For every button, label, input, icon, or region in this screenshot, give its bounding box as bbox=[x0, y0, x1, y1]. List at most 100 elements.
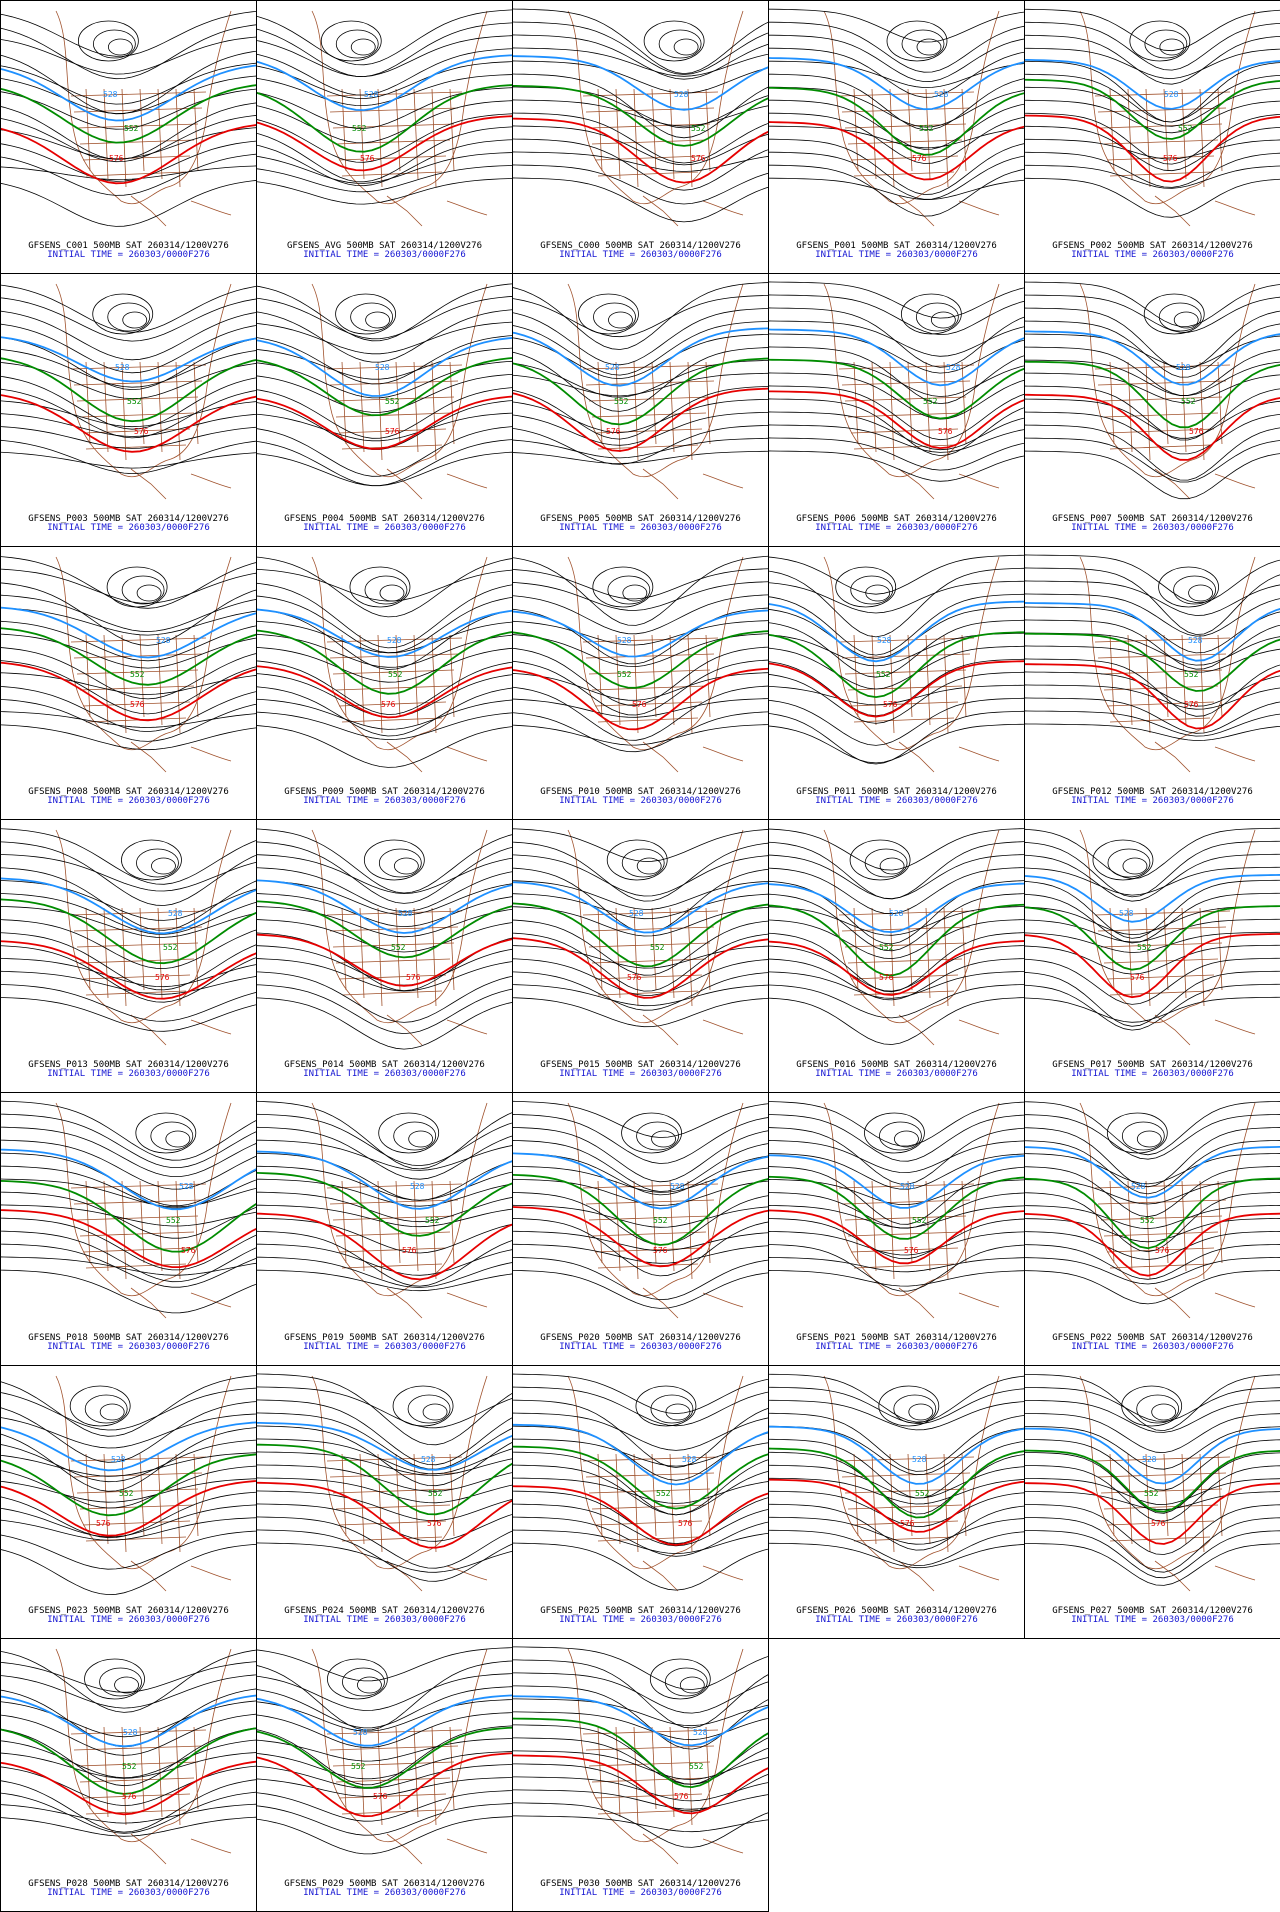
height-contour bbox=[1158, 566, 1219, 608]
height-contour bbox=[393, 857, 419, 875]
height-contour bbox=[769, 919, 1024, 960]
height-contour bbox=[513, 164, 768, 205]
height-contour bbox=[350, 38, 376, 56]
height-contour bbox=[1, 647, 256, 700]
height-contour bbox=[621, 1112, 682, 1154]
height-contour bbox=[513, 1516, 768, 1557]
panel-initial-time: INITIAL TIME = 260303/0000F276 bbox=[47, 250, 210, 260]
contour-label-528: 528 bbox=[1188, 636, 1203, 645]
contour-label-528: 528 bbox=[605, 363, 620, 372]
height-contour bbox=[151, 857, 176, 875]
height-contour bbox=[1025, 1412, 1280, 1454]
height-contour bbox=[769, 1399, 1024, 1431]
height-contour bbox=[379, 584, 405, 602]
height-contour bbox=[1, 349, 256, 388]
map-boundaries bbox=[567, 829, 744, 1046]
height-contour bbox=[513, 1464, 768, 1516]
panel-title: GFSENS_P006 500MB SAT 260314/1200V276 bbox=[796, 514, 997, 524]
height-contour bbox=[607, 575, 651, 605]
height-contour bbox=[513, 724, 768, 746]
height-contour bbox=[513, 1127, 768, 1183]
height-contour bbox=[365, 311, 391, 329]
panel-title: GFSENS_P030 500MB SAT 260314/1200V276 bbox=[540, 1879, 741, 1889]
contour-label-576: 576 bbox=[912, 154, 927, 163]
height-contour bbox=[513, 1529, 768, 1555]
height-contour bbox=[886, 20, 948, 62]
contour-label-576: 576 bbox=[360, 154, 375, 163]
panel-initial-time: INITIAL TIME = 260303/0000F276 bbox=[559, 1342, 722, 1352]
height-contour bbox=[1, 582, 256, 646]
height-contour bbox=[1, 1739, 256, 1779]
height-contour bbox=[1, 1491, 256, 1539]
height-contour bbox=[257, 1139, 512, 1171]
height-contour bbox=[835, 566, 897, 608]
height-contour bbox=[1, 153, 256, 196]
height-contour-map: 528 552 576 bbox=[769, 8, 1024, 227]
height-contour bbox=[513, 1503, 768, 1547]
height-contour bbox=[1025, 385, 1280, 441]
height-contour bbox=[1, 36, 256, 75]
height-contour bbox=[257, 152, 512, 184]
contour-552 bbox=[1, 1727, 256, 1795]
panel-title: GFSENS_P008 500MB SAT 260314/1200V276 bbox=[28, 787, 229, 797]
height-contour bbox=[1092, 839, 1154, 881]
contour-label-552: 552 bbox=[1137, 943, 1152, 952]
height-contour bbox=[513, 1763, 768, 1812]
contour-576 bbox=[1025, 393, 1280, 461]
height-contour bbox=[257, 556, 512, 618]
contour-label-528: 528 bbox=[168, 909, 183, 918]
contour-528 bbox=[1, 1421, 256, 1472]
contour-label-552: 552 bbox=[691, 124, 706, 133]
height-contour bbox=[257, 1764, 512, 1789]
contour-576 bbox=[257, 395, 512, 450]
height-contour bbox=[513, 151, 768, 172]
height-contour bbox=[257, 725, 512, 768]
height-contour bbox=[513, 958, 768, 996]
height-contour bbox=[257, 660, 512, 715]
panel-initial-time: INITIAL TIME = 260303/0000F276 bbox=[1071, 796, 1234, 806]
height-contour bbox=[422, 1403, 448, 1421]
height-contour bbox=[1, 1375, 256, 1437]
height-contour bbox=[513, 386, 768, 440]
height-contour bbox=[257, 1751, 512, 1780]
panel-gfsens-p015: 528 552 576 GFSENS_P015 500MB SAT 260314/12… bbox=[512, 819, 769, 1093]
height-contour-map: 528 552 576 bbox=[1, 10, 256, 227]
height-contour bbox=[769, 580, 1024, 614]
contour-label-576: 576 bbox=[678, 1519, 693, 1528]
height-contour bbox=[1, 984, 256, 1022]
height-contour bbox=[679, 1676, 705, 1694]
height-contour bbox=[1, 1465, 256, 1509]
height-contour bbox=[1, 1100, 256, 1161]
panel-gfsens-p013: 528 552 576 GFSENS_P013 500MB SAT 260314/12… bbox=[0, 819, 257, 1093]
contour-528 bbox=[513, 1423, 768, 1486]
height-contour bbox=[1025, 918, 1280, 943]
height-contour bbox=[1025, 554, 1280, 604]
height-contour bbox=[257, 1790, 512, 1822]
height-contour bbox=[513, 633, 768, 668]
height-contour bbox=[1, 1217, 256, 1271]
height-contour bbox=[1136, 1394, 1180, 1424]
height-contour bbox=[900, 293, 962, 335]
height-contour bbox=[769, 697, 1024, 746]
map-boundaries bbox=[567, 283, 744, 500]
contour-576 bbox=[1, 1480, 256, 1537]
height-contour bbox=[1025, 346, 1280, 396]
height-contour bbox=[1173, 311, 1199, 329]
height-contour bbox=[1025, 983, 1280, 1031]
height-contour bbox=[136, 848, 179, 878]
height-contour bbox=[513, 1698, 768, 1727]
contour-528 bbox=[257, 1694, 512, 1747]
height-contour bbox=[257, 828, 512, 894]
contour-576 bbox=[257, 1212, 512, 1281]
contour-label-552: 552 bbox=[689, 1762, 704, 1771]
height-contour-map: 528 552 576 bbox=[1025, 8, 1280, 227]
panel-title: GFSENS_P002 500MB SAT 260314/1200V276 bbox=[1052, 241, 1253, 251]
height-contour bbox=[1025, 1542, 1280, 1586]
height-contour bbox=[257, 1803, 512, 1836]
height-contour bbox=[257, 1516, 512, 1569]
contour-576 bbox=[1025, 933, 1280, 999]
contour-label-528: 528 bbox=[103, 90, 118, 99]
height-contour bbox=[865, 584, 891, 602]
height-contour bbox=[769, 1114, 1024, 1162]
height-contour bbox=[257, 126, 512, 183]
